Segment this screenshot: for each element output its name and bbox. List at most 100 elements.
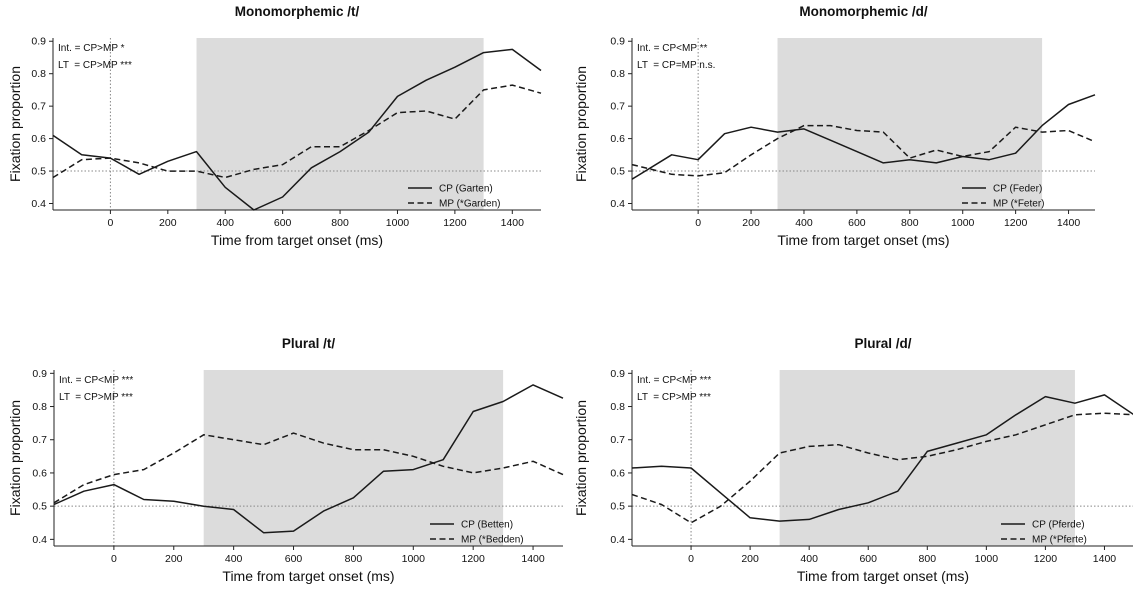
c0-x-tick-label-1: 200 [159,217,177,229]
c0-x-tick-label-3: 600 [274,217,292,229]
chart-panel-4: Plural /d/0.4 0.5 0.6 0.7 0.8 0.9 0 200 400 600 80… [566,300,1133,605]
c0-annotation-1: LT = CP>MP *** [58,60,132,71]
c3-y-tick-label-1: 0.5 [610,501,625,513]
chart-monomorphemic-d: Monomorphemic /d/0.4 0.5 0.6 0.7 0.8 0.9 0 200 4… [573,4,1096,248]
c3-y-tick-label-2: 0.6 [610,467,625,479]
c2-x-tick-label-5: 1000 [402,553,426,565]
c1-y-tick-label-5: 0.9 [610,36,625,48]
chart-panel-1: Monomorphemic /t/0.4 0.5 0.6 0.7 0.8 0.9 0 200 4… [0,0,566,300]
c2-x-tick-label-6: 1200 [461,553,485,565]
c1-title: Monomorphemic /d/ [799,4,927,19]
c1-x-tick-label-6: 1200 [1004,217,1028,229]
chart-monomorphemic-t: Monomorphemic /t/0.4 0.5 0.6 0.7 0.8 0.9 0 200 4… [7,4,542,248]
c3-shaded-region [779,370,1075,546]
c1-legend-label-1: MP (*Feter) [993,199,1045,210]
c1-annotation-1: LT = CP=MP n.s. [637,60,715,71]
c3-y-tick-label-4: 0.8 [610,401,625,413]
c2-x-tick-label-0: 0 [111,553,117,565]
c0-x-tick-label-6: 1200 [443,217,467,229]
c1-x-tick-label-0: 0 [695,217,701,229]
c3-x-tick-label-5: 1000 [975,553,999,565]
c1-x-axis-label: Time from target onset (ms) [777,232,949,248]
c1-x-tick-label-4: 800 [901,217,919,229]
c1-y-tick-label-2: 0.6 [610,133,625,145]
c1-y-tick-label-4: 0.8 [610,68,625,80]
c2-annotation-1: LT = CP>MP *** [59,392,133,403]
c0-series-line-1 [52,84,542,179]
c0-x-tick-label-4: 800 [331,217,349,229]
c0-x-axis-label: Time from target onset (ms) [211,232,383,248]
c0-shaded-region [196,38,484,210]
c3-x-tick-label-1: 200 [741,553,759,565]
c2-title: Plural /t/ [282,336,336,351]
c3-annotation-1: LT = CP>MP *** [637,392,711,403]
c2-y-tick-label-4: 0.8 [32,401,47,413]
c2-x-tick-label-3: 600 [285,553,303,565]
c1-y-axis-label: Fixation proportion [573,66,589,182]
c3-x-tick-label-3: 600 [859,553,877,565]
c0-x-tick-label-2: 400 [216,217,234,229]
c0-y-axis-label: Fixation proportion [7,66,23,182]
c3-legend-label-0: CP (Pferde) [1032,520,1085,531]
c0-series-line-0 [52,48,542,211]
c3-series-line-0 [631,394,1133,522]
c0-x-tick-label-5: 1000 [386,217,410,229]
c1-x-tick-label-7: 1400 [1057,217,1081,229]
c3-annotation-0: Int. = CP<MP *** [637,375,711,386]
c2-x-axis-label: Time from target onset (ms) [222,568,394,584]
c2-annotation-0: Int. = CP<MP *** [59,375,133,386]
c1-y-tick-label-1: 0.5 [610,166,625,178]
c0-x-tick-label-0: 0 [107,217,113,229]
c0-y-tick-label-1: 0.5 [31,166,46,178]
c2-y-tick-label-0: 0.4 [32,534,47,546]
chart-plural-d: Plural /d/0.4 0.5 0.6 0.7 0.8 0.9 0 200 400 600 80… [573,336,1133,584]
c3-y-tick-label-3: 0.7 [610,434,625,446]
c1-shaded-region [777,38,1043,210]
c1-series-line-1 [631,124,1096,177]
c2-series-line-1 [53,432,564,504]
c2-y-tick-label-5: 0.9 [32,368,47,380]
c2-legend-label-1: MP (*Bedden) [461,535,524,546]
c3-y-axis-label: Fixation proportion [573,400,589,516]
c0-y-tick-label-2: 0.6 [31,133,46,145]
c1-series-line-0 [631,94,1096,180]
c0-annotation-0: Int. = CP>MP * [58,43,125,54]
c3-legend-label-1: MP (*Pferte) [1032,535,1087,546]
c2-y-axis-label: Fixation proportion [7,400,23,516]
c1-x-tick-label-3: 600 [848,217,866,229]
c0-x-tick-label-7: 1400 [501,217,525,229]
c2-x-tick-label-4: 800 [345,553,363,565]
c2-series-line-0 [53,384,564,534]
c3-x-tick-label-4: 800 [919,553,937,565]
c3-series-line-1 [631,412,1133,524]
c2-y-tick-label-1: 0.5 [32,501,47,513]
c2-y-tick-label-3: 0.7 [32,434,47,446]
c2-x-tick-label-2: 400 [225,553,243,565]
c0-y-tick-label-0: 0.4 [31,198,46,210]
c0-y-tick-label-3: 0.7 [31,101,46,113]
chart-plural-t: Plural /t/0.4 0.5 0.6 0.7 0.8 0.9 0 200 400 600 80… [7,336,564,584]
c3-title: Plural /d/ [854,336,911,351]
c0-y-tick-label-5: 0.9 [31,36,46,48]
c1-x-tick-label-2: 400 [795,217,813,229]
c3-x-tick-label-6: 1200 [1034,553,1058,565]
c1-legend-label-0: CP (Feder) [993,184,1042,195]
c3-x-tick-label-0: 0 [688,553,694,565]
c2-shaded-region [203,370,504,546]
c1-y-tick-label-3: 0.7 [610,101,625,113]
c3-x-tick-label-2: 400 [800,553,818,565]
c1-x-tick-label-5: 1000 [951,217,975,229]
c0-title: Monomorphemic /t/ [235,4,360,19]
c0-y-tick-label-4: 0.8 [31,68,46,80]
c3-x-tick-label-7: 1400 [1093,553,1117,565]
c1-y-tick-label-0: 0.4 [610,198,625,210]
c1-annotation-0: Int. = CP<MP ** [637,43,708,54]
c3-x-axis-label: Time from target onset (ms) [797,568,969,584]
c1-x-tick-label-1: 200 [742,217,760,229]
c2-x-tick-label-1: 200 [165,553,183,565]
chart-panel-2: Monomorphemic /d/0.4 0.5 0.6 0.7 0.8 0.9 0 200 4… [566,0,1133,300]
c2-legend-label-0: CP (Betten) [461,520,513,531]
c2-y-tick-label-2: 0.6 [32,467,47,479]
c0-legend-label-1: MP (*Garden) [439,199,501,210]
chart-panel-3: Plural /t/0.4 0.5 0.6 0.7 0.8 0.9 0 200 400 600 80… [0,300,566,605]
